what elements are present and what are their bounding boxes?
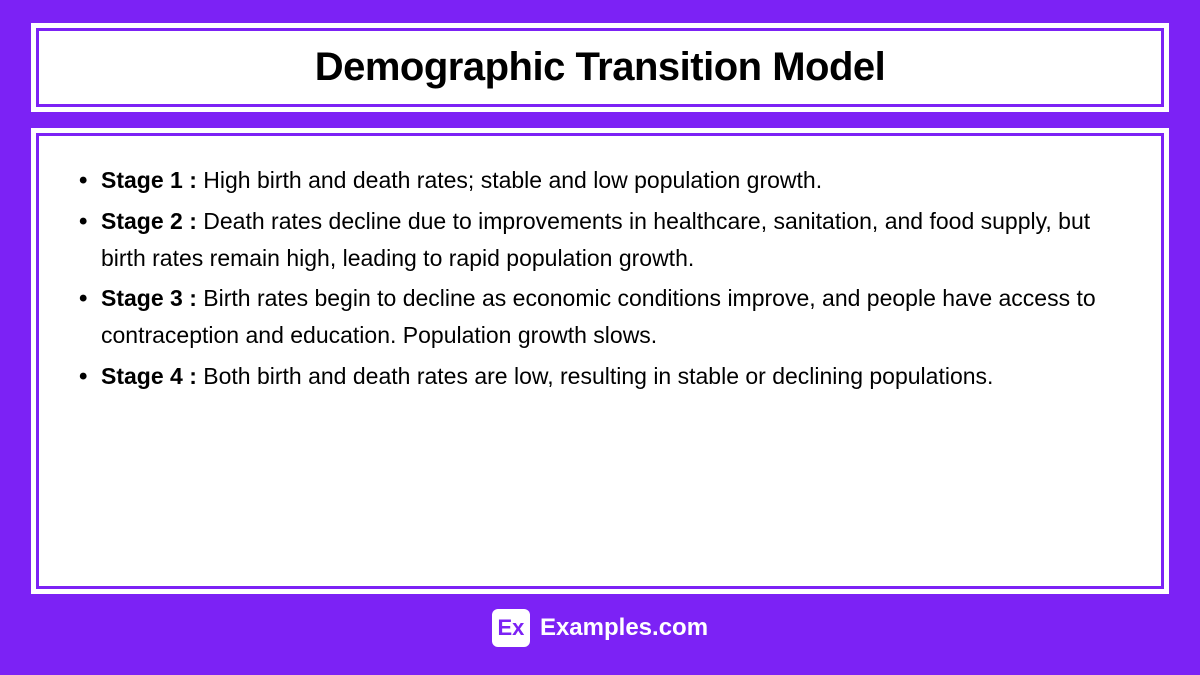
stage-label: Stage 2 :	[101, 208, 197, 234]
title-panel: Demographic Transition Model	[36, 28, 1164, 107]
footer: Ex Examples.com	[36, 609, 1164, 647]
logo-icon: Ex	[492, 609, 530, 647]
content-panel: Stage 1 : High birth and death rates; st…	[36, 133, 1164, 589]
stages-list: Stage 1 : High birth and death rates; st…	[73, 162, 1127, 395]
stage-label: Stage 4 :	[101, 363, 197, 389]
list-item: Stage 4 : Both birth and death rates are…	[73, 358, 1127, 395]
stage-text: Both birth and death rates are low, resu…	[197, 363, 994, 389]
stage-text: Death rates decline due to improvements …	[101, 208, 1090, 271]
list-item: Stage 3 : Birth rates begin to decline a…	[73, 280, 1127, 354]
stage-label: Stage 3 :	[101, 285, 197, 311]
footer-site-text: Examples.com	[540, 614, 708, 642]
list-item: Stage 2 : Death rates decline due to imp…	[73, 203, 1127, 277]
stage-text: Birth rates begin to decline as economic…	[101, 285, 1096, 348]
list-item: Stage 1 : High birth and death rates; st…	[73, 162, 1127, 199]
stage-label: Stage 1 :	[101, 167, 197, 193]
stage-text: High birth and death rates; stable and l…	[197, 167, 822, 193]
page-title: Demographic Transition Model	[59, 45, 1141, 90]
